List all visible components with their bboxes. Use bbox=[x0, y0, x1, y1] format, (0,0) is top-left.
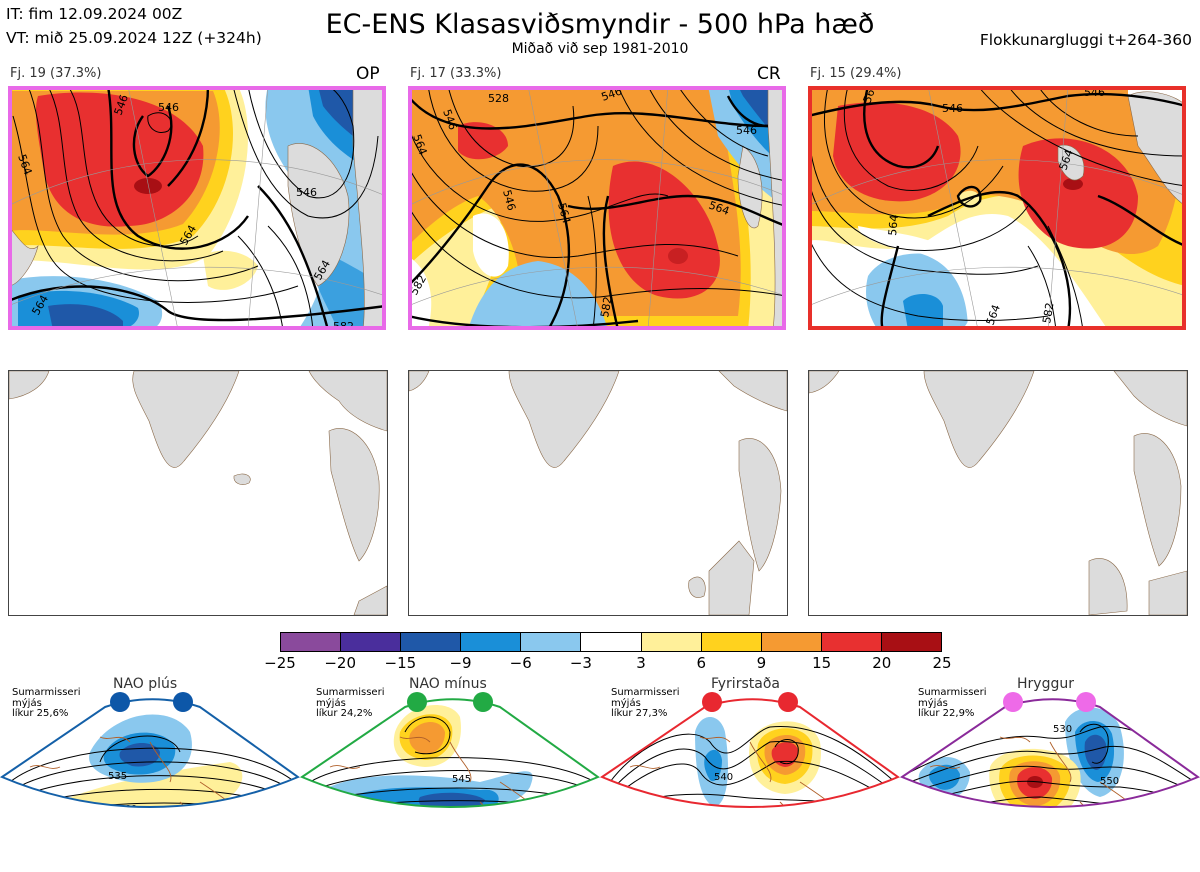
initial-time: IT: fim 12.09.2024 00Z bbox=[6, 5, 183, 23]
regime-info: Sumarmisseri mýjás líkur 25,6% bbox=[12, 687, 81, 719]
contour-label: 582 bbox=[598, 296, 614, 319]
isoline-label: 550 bbox=[1100, 776, 1119, 787]
regime-dot bbox=[110, 692, 130, 712]
cluster-map-3: 564 546 546 564 564 564 582 bbox=[808, 86, 1186, 330]
contour-label: 582 bbox=[333, 320, 354, 330]
colorbar-swatch bbox=[281, 633, 342, 651]
regime-ridge: 530 550 575 bbox=[900, 672, 1200, 872]
isoline-label: 560 bbox=[723, 809, 742, 820]
colorbar-swatch bbox=[761, 633, 822, 651]
cluster-map-1: 546 546 564 546 564 564 564 582 bbox=[8, 86, 386, 330]
regime-info: Sumarmisseri mýjás líkur 22,9% bbox=[918, 687, 987, 719]
panel-2-tag: CR bbox=[757, 64, 781, 84]
colorbar-swatch bbox=[461, 633, 522, 651]
regime-border bbox=[300, 698, 600, 808]
colorbar-swatch bbox=[521, 633, 582, 651]
contour-label: 528 bbox=[488, 92, 509, 105]
colorbar-swatch bbox=[581, 633, 642, 651]
colorbar-tick: 9 bbox=[756, 654, 767, 672]
colorbar-tick: −20 bbox=[324, 654, 356, 672]
regime-title: NAO mínus bbox=[409, 676, 487, 692]
isoline-label: 575 bbox=[447, 850, 466, 861]
colorbar-tick: −25 bbox=[264, 654, 296, 672]
cluster-map-2: 546 528 546 564 546 546 564 564 582 582 bbox=[408, 86, 786, 330]
panel-1-border bbox=[8, 86, 386, 330]
regime-title: NAO plús bbox=[113, 676, 178, 692]
valid-time: VT: mið 25.09.2024 12Z (+324h) bbox=[6, 29, 262, 47]
regime-dot bbox=[702, 692, 722, 712]
regime-border bbox=[900, 698, 1200, 808]
empty-map-2 bbox=[408, 370, 788, 616]
page-subtitle: Miðað við sep 1981-2010 bbox=[511, 41, 689, 57]
colorbar-swatch bbox=[341, 633, 402, 651]
regime-title: Fyrirstaða bbox=[711, 676, 780, 692]
isoline-label: 540 bbox=[714, 772, 733, 783]
page-title: EC-ENS Klasasviðsmyndir - 500 hPa hæð bbox=[325, 9, 875, 40]
regime-border bbox=[0, 698, 300, 808]
contour-label: 546 bbox=[736, 124, 757, 137]
regime-dot bbox=[407, 692, 427, 712]
regime-info: Sumarmisseri mýjás líkur 24,2% bbox=[316, 687, 385, 719]
classification-window: Flokkunargluggi t+264-360 bbox=[979, 31, 1192, 49]
colorbar-tick: −6 bbox=[509, 654, 532, 672]
regime-nao-minus: 545 560 575 bbox=[300, 672, 600, 872]
contour-label: 546 bbox=[158, 101, 179, 114]
contour-label: 546 bbox=[500, 188, 518, 212]
contour-label: 564 bbox=[555, 201, 573, 225]
regime-dot bbox=[1003, 692, 1023, 712]
colorbar-swatch bbox=[821, 633, 882, 651]
panel-2-border bbox=[408, 86, 786, 330]
contour-label: 546 bbox=[296, 186, 317, 199]
isoline-label: 530 bbox=[1053, 724, 1072, 735]
regime-dot bbox=[1076, 692, 1096, 712]
colorbar-tick: 20 bbox=[872, 654, 892, 672]
panel-1-label: Fj. 19 (37.3%) bbox=[10, 66, 102, 81]
panel-3-border bbox=[808, 86, 1186, 330]
regime-blocking: 540 560 575 bbox=[600, 672, 900, 872]
contour-label: 546 bbox=[942, 102, 963, 115]
colorbar-tick: 3 bbox=[636, 654, 646, 672]
colorbar-tick: 6 bbox=[696, 654, 707, 672]
regime-dot bbox=[778, 692, 798, 712]
panel-2-label: Fj. 17 (33.3%) bbox=[410, 66, 502, 81]
isoline-label: 575 bbox=[1092, 838, 1111, 849]
regime-dot bbox=[173, 692, 193, 712]
empty-map-3 bbox=[808, 370, 1188, 616]
colorbar-tick: −15 bbox=[384, 654, 417, 672]
anomaly-colorbar bbox=[280, 632, 942, 652]
colorbar-tick: −3 bbox=[569, 654, 592, 672]
isoline-label: 575 bbox=[737, 832, 756, 843]
colorbar-swatch bbox=[641, 633, 702, 651]
colorbar-tick: −9 bbox=[449, 654, 472, 672]
regime-border bbox=[600, 698, 900, 808]
isoline-label: 535 bbox=[108, 771, 127, 782]
colorbar-swatch bbox=[701, 633, 762, 651]
isoline-label: 560 bbox=[437, 814, 456, 825]
panel-3-label: Fj. 15 (29.4%) bbox=[810, 66, 902, 81]
panel-1-tag: OP bbox=[356, 64, 380, 84]
regime-title: Hryggur bbox=[1017, 676, 1074, 692]
contour-label: 582 bbox=[1040, 302, 1056, 325]
regime-info: Sumarmisseri mýjás líkur 27,3% bbox=[611, 687, 680, 719]
colorbar-swatch bbox=[881, 633, 942, 651]
colorbar-tick: 15 bbox=[812, 654, 832, 672]
isoline-label: 545 bbox=[452, 774, 471, 785]
contour-label: 564 bbox=[886, 214, 901, 236]
empty-map-1 bbox=[8, 370, 388, 616]
regime-nao-plus: 535 560 bbox=[0, 672, 300, 872]
colorbar-tick: 25 bbox=[932, 654, 952, 672]
regime-dot bbox=[473, 692, 493, 712]
colorbar-swatch bbox=[401, 633, 462, 651]
